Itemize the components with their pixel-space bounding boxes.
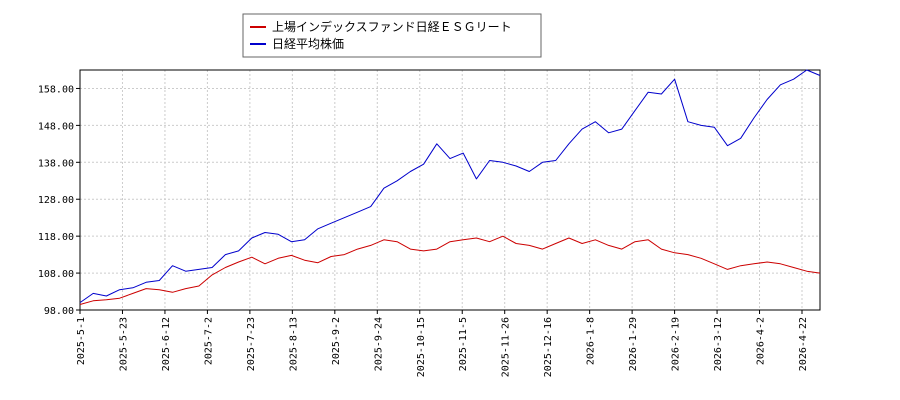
y-tick-label: 138.00 [38,158,74,169]
series-line-nikkei [79,69,821,304]
x-tick-label: 2025-9-24 [373,317,384,371]
x-tick-label: 2025-5-1 [76,317,87,365]
x-tick-label: 2026-4-2 [756,317,767,365]
x-tick-label: 2025-8-13 [288,317,299,371]
x-tick-label: 2026-3-12 [713,317,724,371]
x-tick-label: 2025-11-26 [501,317,512,377]
series-line-esg-reit [79,235,821,305]
grid-lines [79,70,820,311]
y-tick-label: 128.00 [38,195,74,206]
legend-label-esg-reit: 上場インデックスファンド日経ＥＳＧリート [272,19,512,34]
y-tick-label: 158.00 [38,84,74,95]
x-tick-label: 2025-11-5 [458,317,469,371]
x-tick-label: 2025-10-15 [416,317,427,377]
plot-frame [79,69,821,311]
x-tick-label: 2025-9-2 [331,317,342,365]
legend-label-nikkei: 日経平均株価 [272,36,344,51]
series-lines [79,69,821,305]
y-axis: 98.00 108.00 118.00 128.00 138.00 148.00 158.0… [38,84,80,317]
x-tick-label: 2025-6-12 [161,317,172,371]
x-tick-label: 2025-7-2 [203,317,214,365]
x-tick-label: 2025-12-16 [543,317,554,377]
x-tick-label: 2026-2-19 [671,317,682,371]
y-tick-label: 118.00 [38,232,74,243]
y-tick-label: 148.00 [38,121,74,132]
x-axis: 2025-5-1 2025-5-23 2025-6-12 2025-7-2 2025-7… [76,310,809,377]
y-tick-label: 98.00 [44,306,74,317]
x-tick-label: 2026-1-29 [628,317,639,371]
legend: 上場インデックスファンド日経ＥＳＧリート 日経平均株価 [242,13,542,58]
x-tick-label: 2025-5-23 [118,317,129,371]
x-tick-label: 2025-7-23 [246,317,257,371]
x-tick-label: 2026-4-22 [798,317,809,371]
legend-box [242,13,542,58]
x-tick-label: 2026-1-8 [586,317,597,365]
y-tick-label: 108.00 [38,269,74,280]
